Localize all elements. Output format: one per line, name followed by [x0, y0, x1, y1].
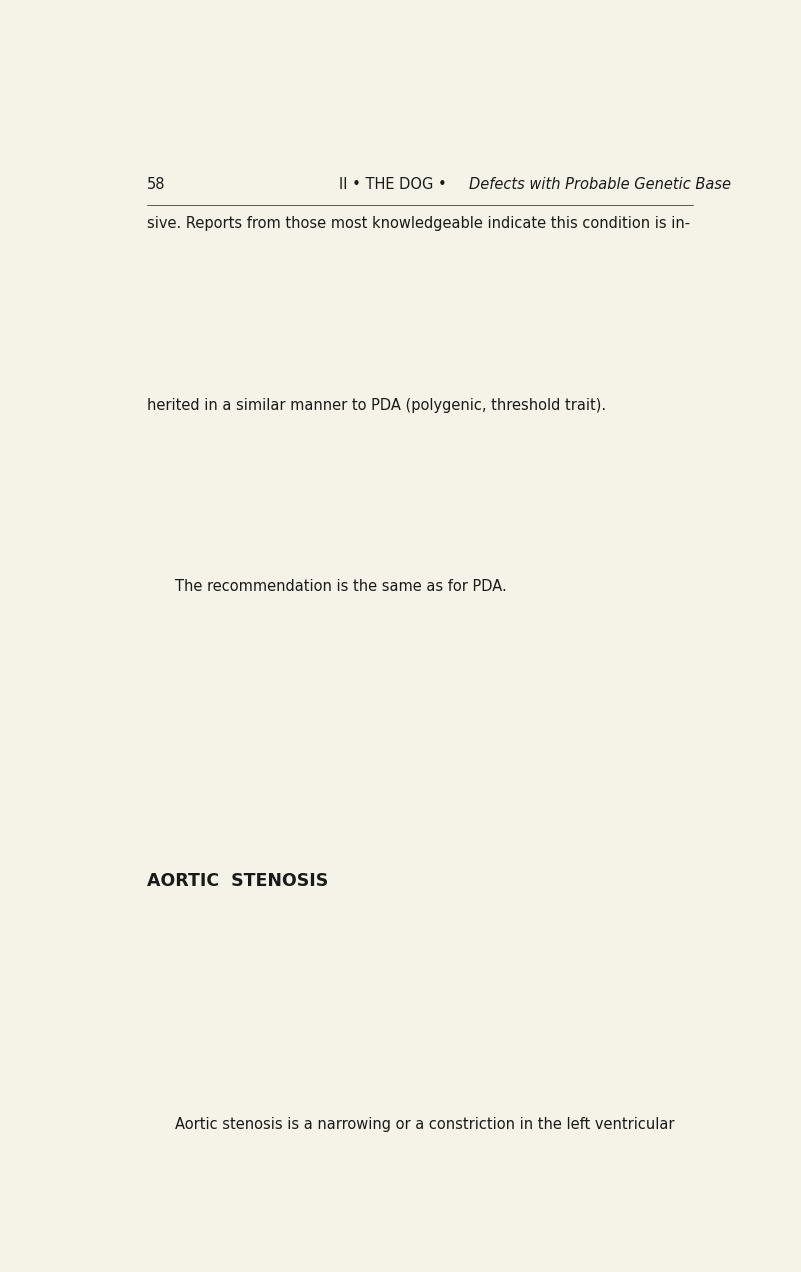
Text: 58: 58	[147, 177, 165, 192]
Text: sive. Reports from those most knowledgeable indicate this condition is in-: sive. Reports from those most knowledgea…	[147, 216, 690, 232]
Text: AORTIC  STENOSIS: AORTIC STENOSIS	[147, 873, 328, 890]
Text: herited in a similar manner to PDA (polygenic, threshold trait).: herited in a similar manner to PDA (poly…	[147, 397, 606, 412]
Text: Aortic stenosis is a narrowing or a constriction in the left ventricular: Aortic stenosis is a narrowing or a cons…	[175, 1117, 674, 1132]
Text: The recommendation is the same as for PDA.: The recommendation is the same as for PD…	[175, 579, 506, 594]
Text: Defects with Probable Genetic Base: Defects with Probable Genetic Base	[469, 177, 731, 192]
Text: II • THE DOG •: II • THE DOG •	[339, 177, 452, 192]
